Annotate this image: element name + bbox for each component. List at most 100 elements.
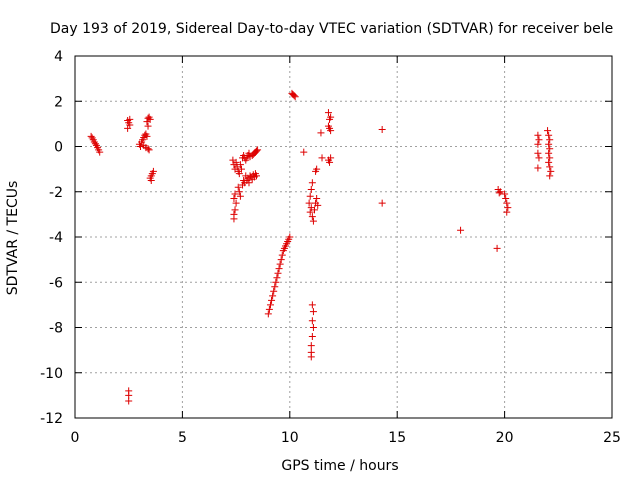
data-point-plus-marker <box>96 148 104 156</box>
data-point-plus-marker <box>545 158 553 166</box>
y-axis-label: SDTVAR / TECUs <box>5 181 21 296</box>
data-point-plus-marker <box>546 172 554 180</box>
data-point-plus-marker <box>264 310 272 318</box>
data-point-plus-marker <box>274 269 282 277</box>
data-point-plus-marker <box>306 192 314 200</box>
x-tick-label: 5 <box>178 430 187 446</box>
data-point-plus-marker <box>535 154 543 162</box>
x-axis-label: GPS time / hours <box>281 458 398 474</box>
data-point-plus-marker <box>237 165 245 173</box>
data-point-plus-marker <box>308 213 316 221</box>
data-point-plus-marker <box>496 188 504 196</box>
x-tick-label: 0 <box>71 430 80 446</box>
data-point-plus-marker <box>457 226 465 234</box>
data-point-plus-marker <box>270 287 278 295</box>
data-point-plus-marker <box>230 215 238 223</box>
data-point-plus-marker <box>269 292 277 300</box>
data-point-plus-marker <box>313 165 321 173</box>
data-point-plus-marker <box>145 146 153 154</box>
x-tick-label: 10 <box>281 430 299 446</box>
data-point-plus-marker <box>502 195 510 203</box>
data-point-plus-marker <box>535 136 543 144</box>
data-point-plus-marker <box>254 146 262 154</box>
data-point-plus-marker <box>534 149 542 157</box>
data-point-plus-marker <box>147 176 155 184</box>
data-point-plus-marker <box>276 260 284 268</box>
data-point-plus-marker <box>146 115 154 123</box>
data-point-plus-marker <box>149 167 157 175</box>
data-point-plus-marker <box>493 244 501 252</box>
data-point-plus-marker <box>236 161 244 169</box>
data-point-plus-marker <box>232 158 240 166</box>
data-point-plus-marker <box>290 92 298 100</box>
data-point-plus-marker <box>546 145 554 153</box>
data-point-plus-marker <box>327 113 335 121</box>
data-point-plus-marker <box>318 154 326 162</box>
data-point-plus-marker <box>503 208 511 216</box>
data-point-plus-marker <box>253 147 261 155</box>
data-point-plus-marker <box>308 301 316 309</box>
data-point-plus-marker <box>546 163 554 171</box>
data-point-plus-marker <box>313 195 321 203</box>
data-point-plus-marker <box>272 278 280 286</box>
data-point-plus-marker <box>545 140 553 148</box>
y-tick-label: -4 <box>49 230 63 246</box>
y-tick-label: -6 <box>49 275 63 291</box>
data-point-plus-marker <box>300 148 308 156</box>
data-point-plus-marker <box>307 353 315 361</box>
data-point-plus-marker <box>309 308 317 316</box>
data-point-plus-marker <box>245 179 253 187</box>
data-point-plus-marker <box>234 183 242 191</box>
data-point-plus-marker <box>144 145 152 153</box>
data-point-plus-marker <box>266 301 274 309</box>
y-tick-label: 0 <box>54 140 63 156</box>
data-point-plus-marker <box>317 129 325 137</box>
data-point-plus-marker <box>305 199 313 207</box>
y-tick-label: -10 <box>40 366 63 382</box>
data-point-plus-marker <box>311 206 319 214</box>
data-point-plus-marker <box>324 109 332 117</box>
y-tick-label: -12 <box>40 411 63 427</box>
data-point-plus-marker <box>495 189 503 197</box>
data-point-plus-marker <box>308 179 316 187</box>
data-point-plus-marker <box>306 208 314 216</box>
data-point-plus-marker <box>91 140 99 148</box>
data-point-plus-marker <box>144 122 152 130</box>
x-tick-label: 15 <box>388 430 406 446</box>
data-point-plus-marker <box>326 158 334 166</box>
data-point-plus-marker <box>534 131 542 139</box>
data-point-plus-marker <box>546 154 554 162</box>
data-point-plus-marker <box>273 274 281 282</box>
x-tick-label: 25 <box>603 430 621 446</box>
data-point-plus-marker <box>232 199 240 207</box>
data-point-plus-marker <box>308 317 316 325</box>
y-tick-label: 2 <box>54 94 63 110</box>
data-point-plus-marker <box>534 140 542 148</box>
y-tick-label: -2 <box>49 185 63 201</box>
data-point-plus-marker <box>286 233 294 241</box>
data-point-plus-marker <box>503 199 511 207</box>
data-point-plus-marker <box>307 185 315 193</box>
data-point-plus-marker <box>277 256 285 264</box>
data-point-plus-marker <box>378 126 386 134</box>
y-tick-label: 4 <box>54 49 63 65</box>
data-point-plus-marker <box>545 149 553 157</box>
data-point-plus-marker <box>547 167 555 175</box>
data-point-plus-marker <box>309 324 317 331</box>
data-point-plus-marker <box>501 190 509 198</box>
data-point-plus-marker <box>88 134 96 142</box>
data-point-plus-marker <box>231 190 239 198</box>
data-point-plus-marker <box>327 127 335 135</box>
data-point-plus-marker <box>140 141 148 149</box>
data-point-plus-marker <box>236 192 244 200</box>
data-point-plus-marker <box>268 296 276 304</box>
data-point-plus-marker <box>143 132 151 140</box>
data-point-plus-marker <box>378 199 386 207</box>
data-point-plus-marker <box>231 206 239 214</box>
data-point-plus-marker <box>307 342 315 350</box>
data-point-plus-marker <box>504 204 512 212</box>
data-point-plus-marker <box>546 136 554 144</box>
